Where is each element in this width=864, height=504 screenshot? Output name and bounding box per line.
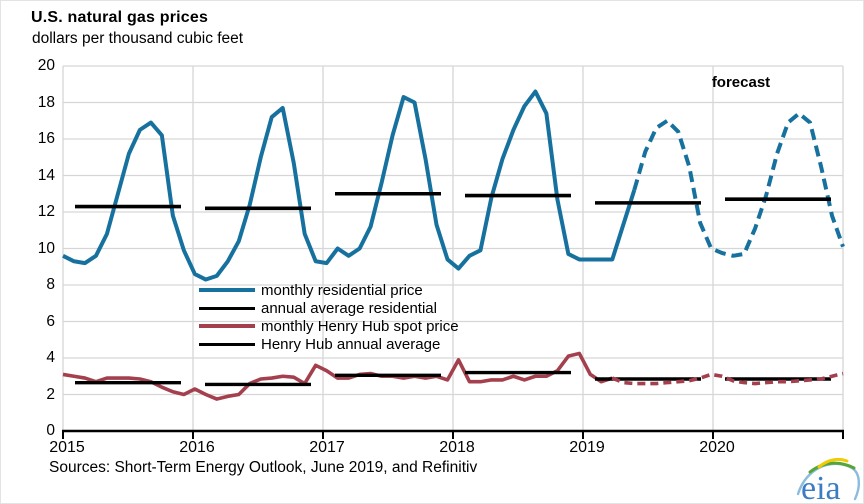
x-tick-label: 2020 (699, 439, 735, 456)
x-tick-label: 2019 (569, 439, 605, 456)
x-tick-label: 2018 (439, 439, 475, 456)
legend-label: monthly residential price (261, 281, 423, 299)
y-tick-label: 20 (37, 57, 55, 74)
x-tick-label: 2017 (309, 439, 345, 456)
legend-label: annual average residential (261, 299, 437, 317)
legend-item-residential-average: annual average residential (199, 299, 459, 317)
sources-note: Sources: Short-Term Energy Outlook, June… (49, 459, 478, 476)
y-tick-label: 2 (46, 385, 55, 403)
x-tick-label: 2016 (179, 439, 215, 456)
residential-average-swatch (199, 306, 255, 310)
eia-logo-text: eia (801, 470, 841, 503)
page-title: U.S. natural gas prices (31, 9, 209, 26)
y-tick-label: 14 (37, 166, 55, 184)
y-tick-label: 0 (46, 422, 55, 439)
residential-line-swatch (199, 287, 255, 293)
legend-item-residential-monthly: monthly residential price (199, 281, 459, 299)
y-tick-label: 10 (37, 239, 55, 257)
y-tick-label: 16 (37, 130, 55, 147)
henryhub-line-swatch (199, 324, 255, 328)
henryhub-average-swatch (199, 342, 255, 346)
henryhub-line-forecast (611, 371, 844, 386)
residential-line-history (62, 89, 637, 282)
eia-logo: eia (796, 457, 860, 503)
chart-legend: monthly residential price annual average… (199, 281, 459, 353)
y-tick-label: 6 (46, 312, 55, 330)
legend-item-henryhub-average: Henry Hub annual average (199, 335, 459, 353)
legend-label: monthly Henry Hub spot price (261, 317, 459, 335)
legend-item-henryhub-monthly: monthly Henry Hub spot price (199, 317, 459, 335)
forecast-annotation: forecast (711, 74, 771, 91)
y-tick-label: 4 (46, 349, 55, 366)
x-tick-label: 2015 (49, 439, 85, 456)
eia-logo-green-arc (808, 461, 856, 474)
residential-line-forecast (632, 111, 845, 258)
chart-subtitle: dollars per thousand cubic feet (32, 30, 244, 47)
eia-logo-yellow-arc (817, 457, 849, 469)
legend-label: Henry Hub annual average (261, 335, 441, 353)
y-tick-label: 8 (46, 276, 55, 293)
y-tick-label: 12 (37, 203, 55, 220)
y-tick-label: 18 (37, 93, 55, 111)
